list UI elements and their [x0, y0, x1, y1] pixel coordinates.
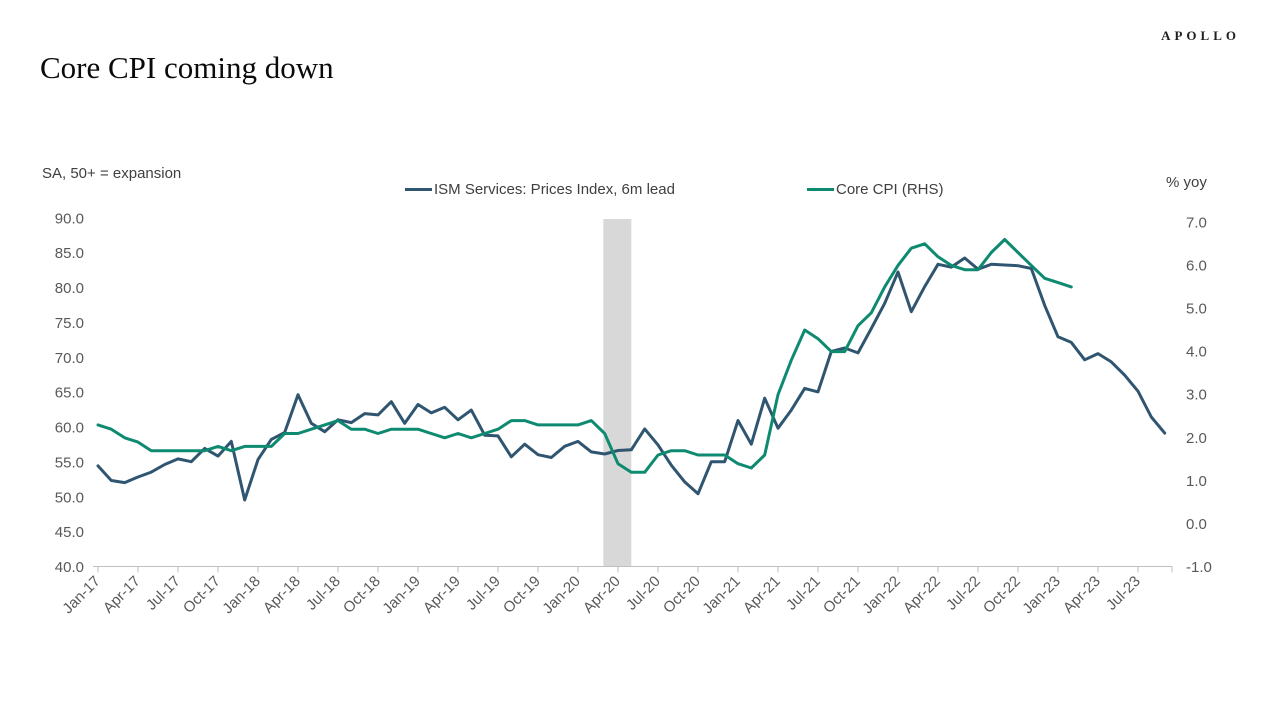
left-axis-tick-label: 55.0: [55, 454, 84, 471]
right-axis-tick-label: 6.0: [1186, 257, 1207, 274]
x-axis-tick-label: Jul-20: [623, 573, 664, 614]
left-axis-tick-label: 45.0: [55, 524, 84, 541]
ism-line-swatch-icon: [405, 188, 432, 191]
x-axis-tick-label: Oct-22: [980, 573, 1024, 617]
legend-label-core-cpi: Core CPI (RHS): [836, 181, 944, 198]
x-axis-tick-label: Apr-21: [740, 573, 784, 617]
x-axis-tick-label: Oct-18: [340, 573, 384, 617]
left-axis-tick-label: 50.0: [55, 489, 84, 506]
x-axis-tick-label: Jul-21: [783, 573, 824, 614]
x-axis-tick-label: Jul-22: [943, 573, 984, 614]
left-axis-tick-label: 90.0: [55, 210, 84, 227]
left-axis-tick-label: 75.0: [55, 315, 84, 332]
x-axis-tick-label: Apr-19: [420, 573, 464, 617]
x-axis-tick-label: Apr-20: [580, 573, 624, 617]
x-axis-tick-label: Jul-19: [463, 573, 504, 614]
x-axis-tick-label: Oct-17: [180, 573, 224, 617]
x-axis-tick-label: Oct-21: [820, 573, 864, 617]
x-axis-tick-label: Oct-19: [500, 573, 544, 617]
legend-label-ism: ISM Services: Prices Index, 6m lead: [434, 181, 675, 198]
right-axis-tick-label: 0.0: [1186, 516, 1207, 533]
left-axis-tick-label: 40.0: [55, 559, 84, 576]
right-axis-tick-label: 3.0: [1186, 387, 1207, 404]
line-core-cpi: [96, 238, 1073, 474]
right-axis-tick-label: 4.0: [1186, 344, 1207, 361]
right-axis-tick-label: 2.0: [1186, 430, 1207, 447]
x-axis-tick-label: Apr-17: [100, 573, 144, 617]
x-axis-tick-label: Jan-23: [1019, 573, 1063, 617]
right-axis-tick-label: -1.0: [1186, 559, 1212, 576]
x-axis-tick-label: Jan-20: [539, 573, 583, 617]
x-axis-tick-label: Apr-22: [900, 573, 944, 617]
left-axis-unit-label: SA, 50+ = expansion: [42, 165, 182, 182]
x-axis-tick-label: Apr-23: [1060, 573, 1104, 617]
x-axis-tick-label: Apr-18: [260, 573, 304, 617]
x-axis-tick-label: Jul-17: [143, 573, 184, 614]
left-axis-tick-label: 60.0: [55, 420, 84, 437]
left-axis-tick-label: 85.0: [55, 245, 84, 262]
left-axis-tick-label: 70.0: [55, 350, 84, 367]
x-axis-tick-label: Jan-18: [219, 573, 263, 617]
x-axis-tick-label: Jan-17: [59, 573, 103, 617]
core-cpi-line-swatch-icon: [807, 188, 834, 191]
legend-item-core-cpi: Core CPI (RHS): [807, 181, 944, 198]
x-axis-tick-label: Jul-23: [1103, 573, 1144, 614]
legend-item-ism: ISM Services: Prices Index, 6m lead: [405, 181, 675, 198]
x-axis-tick-label: Jul-18: [303, 573, 344, 614]
right-axis-tick-label: 1.0: [1186, 473, 1207, 490]
x-axis-tick-label: Jan-22: [859, 573, 903, 617]
right-axis-tick-label: 7.0: [1186, 214, 1207, 231]
x-axis-tick-label: Oct-20: [660, 573, 704, 617]
right-axis-tick-label: 5.0: [1186, 301, 1207, 318]
right-axis-unit-label: % yoy: [1166, 174, 1207, 191]
recession-band: [603, 219, 632, 566]
x-axis-tick-label: Jan-19: [379, 573, 423, 617]
left-axis-tick-label: 65.0: [55, 385, 84, 402]
apollo-logo: APOLLO: [1161, 28, 1240, 43]
x-axis-tick-label: Jan-21: [699, 573, 743, 617]
line-ism-services-prices: [96, 256, 1167, 502]
left-axis-tick-label: 80.0: [55, 280, 84, 297]
page-title: Core CPI coming down: [40, 50, 334, 85]
